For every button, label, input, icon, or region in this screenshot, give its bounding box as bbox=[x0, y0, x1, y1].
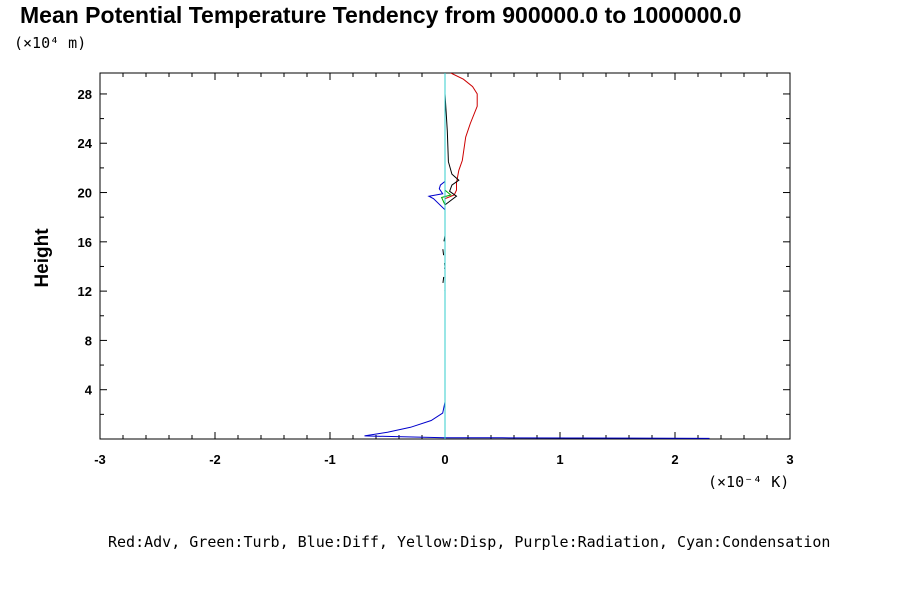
series-line-diff bbox=[364, 73, 710, 439]
x-tick-label: -1 bbox=[324, 452, 336, 467]
y-axis-unit: (×10⁴ m) bbox=[14, 34, 87, 52]
x-tick-label: 3 bbox=[786, 452, 793, 467]
series-line-adv bbox=[444, 73, 478, 437]
x-axis-unit: (×10⁻⁴ K) bbox=[708, 473, 790, 491]
y-tick-label: 12 bbox=[78, 284, 92, 299]
y-tick-label: 8 bbox=[85, 333, 92, 348]
y-tick-label: 4 bbox=[85, 383, 93, 398]
x-tick-label: -3 bbox=[94, 452, 106, 467]
x-tick-label: 2 bbox=[671, 452, 678, 467]
series-line-turb bbox=[440, 73, 452, 437]
x-tick-label: 0 bbox=[441, 452, 448, 467]
y-tick-label: 24 bbox=[78, 136, 93, 151]
y-tick-label: 16 bbox=[78, 235, 92, 250]
y-tick-label: 28 bbox=[78, 87, 92, 102]
x-tick-label: -2 bbox=[209, 452, 221, 467]
legend-text: Red:Adv, Green:Turb, Blue:Diff, Yellow:D… bbox=[108, 533, 831, 551]
series-line-unlabeled-3 bbox=[444, 73, 460, 206]
x-tick-label: 1 bbox=[556, 452, 563, 467]
y-tick-label: 20 bbox=[78, 186, 92, 201]
chart-title: Mean Potential Temperature Tendency from… bbox=[20, 2, 742, 28]
